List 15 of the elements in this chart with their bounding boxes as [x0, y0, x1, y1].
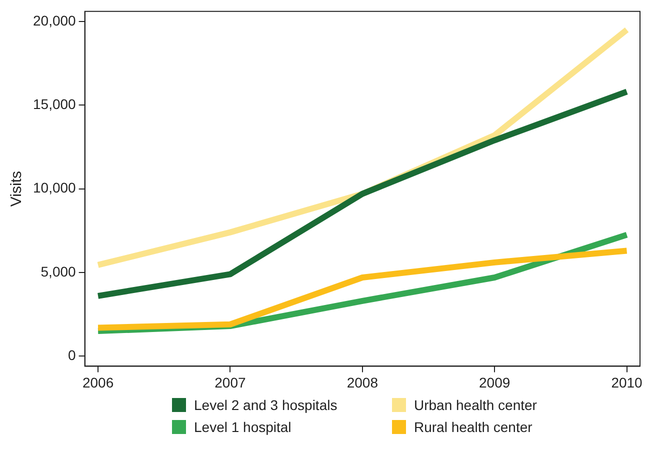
y-tick-label: 0: [68, 347, 76, 364]
legend-label: Level 1 hospital: [194, 419, 292, 435]
y-tick-label: 15,000: [32, 96, 76, 112]
x-tick-label: 2006: [82, 374, 114, 390]
x-tick-label: 2007: [214, 374, 246, 390]
x-tick-label: 2009: [479, 374, 510, 390]
y-tick-label: 5,000: [40, 263, 76, 280]
legend-label: Level 2 and 3 hospitals: [194, 397, 338, 413]
legend-label: Urban health center: [414, 397, 537, 413]
x-tick-label: 2010: [611, 374, 643, 390]
y-tick-label: 10,000: [32, 180, 76, 196]
y-tick-label: 20,000: [32, 12, 76, 28]
x-tick-label: 2008: [346, 374, 378, 390]
y-axis-title: Visits: [8, 171, 26, 207]
legend-label: Rural health center: [414, 419, 532, 435]
